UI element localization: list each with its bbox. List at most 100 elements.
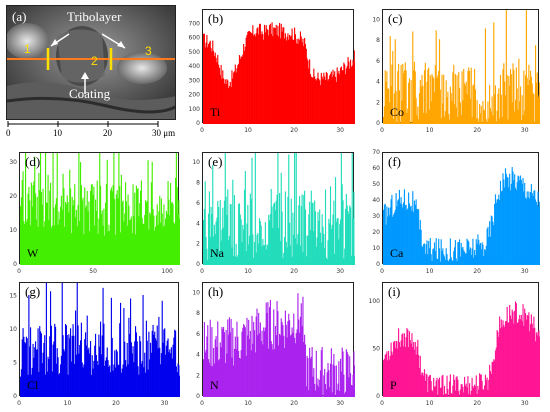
data-bar <box>329 363 332 397</box>
x-tick-label: 30 <box>161 400 169 407</box>
data-bar <box>413 349 416 397</box>
data-bar <box>117 364 119 397</box>
data-bar <box>502 173 504 265</box>
data-bar <box>324 248 326 265</box>
data-bar <box>301 326 303 397</box>
data-bar <box>91 184 93 265</box>
data-bar <box>38 172 40 265</box>
y-tick-label: 500 <box>189 49 201 56</box>
data-bar <box>346 351 348 397</box>
x-axis-p: 0 10 20 30 <box>380 400 529 407</box>
data-bar <box>215 221 217 265</box>
data-bar <box>490 373 492 397</box>
data-bar <box>278 36 280 124</box>
data-bar <box>520 179 522 265</box>
data-bar <box>32 185 34 265</box>
data-bar <box>448 258 451 265</box>
data-bar <box>281 211 283 265</box>
data-bar <box>290 334 292 397</box>
data-bar <box>439 387 441 397</box>
data-bar <box>409 206 411 265</box>
data-bar <box>392 50 394 124</box>
data-bar <box>488 379 490 397</box>
data-bar <box>50 182 52 265</box>
data-bar <box>337 218 339 265</box>
data-bar <box>219 342 221 397</box>
data-bar <box>255 252 257 265</box>
data-bar <box>394 348 396 397</box>
data-bar <box>510 319 512 397</box>
y-tick-label: 100 <box>369 298 381 305</box>
data-bar <box>233 72 235 124</box>
data-bar <box>504 95 507 124</box>
data-bar <box>242 224 244 265</box>
data-bar <box>223 227 225 265</box>
data-bar <box>315 350 317 397</box>
element-label-p: P <box>390 378 397 392</box>
data-bar <box>441 375 443 397</box>
data-bar <box>33 357 35 397</box>
y-tick-label: 4 <box>376 79 380 86</box>
data-bar <box>281 31 283 124</box>
data-bar <box>515 67 517 124</box>
data-bar <box>101 335 103 397</box>
data-bar <box>471 377 473 397</box>
data-bar <box>403 70 406 124</box>
data-bar <box>344 74 347 124</box>
data-bar <box>327 363 329 397</box>
data-bar <box>500 94 502 124</box>
data-bar <box>135 185 137 265</box>
data-bar <box>490 215 492 265</box>
data-bar <box>535 82 537 124</box>
data-bar <box>388 350 390 397</box>
data-bar <box>223 78 225 124</box>
data-bar <box>74 184 76 265</box>
data-bar <box>268 220 271 265</box>
data-bar <box>498 194 500 265</box>
data-bar <box>489 371 492 397</box>
data-bar <box>258 243 260 265</box>
data-bar <box>25 343 27 397</box>
data-bar <box>237 336 239 397</box>
data-bar <box>139 203 141 265</box>
data-bar <box>75 354 77 397</box>
data-bar <box>118 364 120 397</box>
data-bar <box>345 68 347 124</box>
data-bar <box>426 240 428 265</box>
data-bar <box>212 366 214 397</box>
x-tick-label: 0 <box>17 400 21 407</box>
data-bar <box>414 204 416 265</box>
data-bar <box>413 200 416 265</box>
data-bar <box>438 238 440 265</box>
data-bar <box>167 181 169 265</box>
data-bar <box>160 353 162 397</box>
data-bar <box>299 31 302 124</box>
data-bar <box>223 327 225 397</box>
data-bar <box>383 209 385 265</box>
data-bar <box>423 369 426 397</box>
data-bar <box>407 108 409 124</box>
data-bar <box>504 327 506 397</box>
data-bar <box>456 75 458 124</box>
data-bar <box>249 31 251 124</box>
data-bar <box>529 324 532 397</box>
data-bar <box>514 174 516 265</box>
data-bar <box>64 351 66 397</box>
x-tick-label: 30 <box>336 127 344 134</box>
data-bar <box>338 361 340 397</box>
y-tick-label: 200 <box>189 92 201 99</box>
data-bar <box>399 203 401 265</box>
data-bar <box>247 335 249 397</box>
y-tick-label: 0 <box>13 393 17 400</box>
data-bar <box>476 394 478 397</box>
tribolayer-label: Tribolayer <box>67 9 122 24</box>
x-tick-label: 20 <box>473 127 481 134</box>
data-bar <box>314 200 316 265</box>
data-bar <box>332 69 334 124</box>
data-bar <box>263 331 266 397</box>
data-bar <box>329 186 332 265</box>
data-bar <box>165 218 167 265</box>
data-bar <box>50 227 52 265</box>
data-bar <box>347 354 349 397</box>
data-bar <box>262 239 264 265</box>
